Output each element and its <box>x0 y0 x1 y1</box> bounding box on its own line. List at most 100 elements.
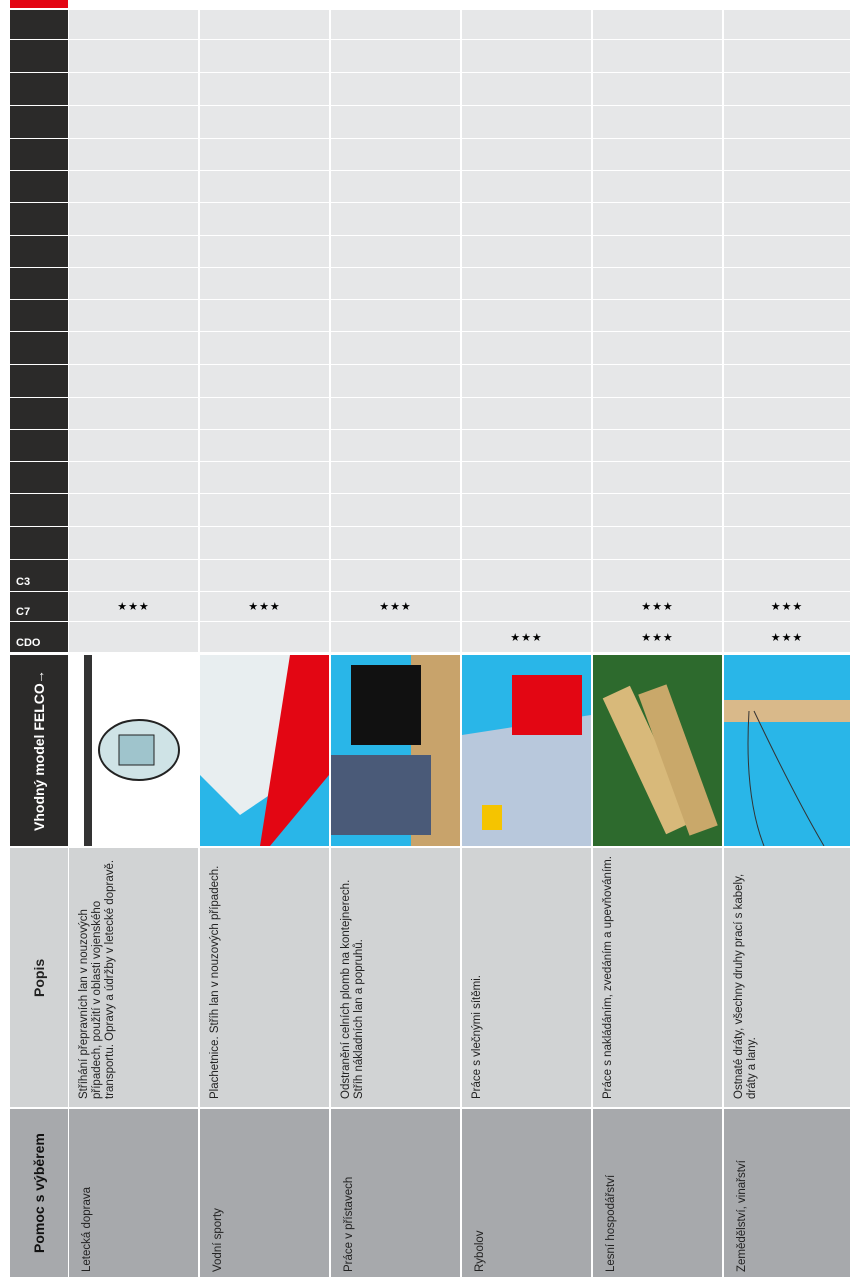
row-header <box>10 430 68 461</box>
grid-cell <box>593 203 722 235</box>
red-tab <box>10 0 68 8</box>
grid-cell <box>724 10 850 39</box>
grid-cell <box>331 332 460 364</box>
grid-cell <box>593 527 722 559</box>
row-header: C3 <box>10 560 68 591</box>
grid-cell <box>724 527 850 559</box>
grid-cell <box>331 430 460 461</box>
description: Stříhání přepravních lan v nouzových pří… <box>69 848 198 1107</box>
grid-cell <box>69 203 198 235</box>
grid-cell <box>724 494 850 526</box>
grid-cell <box>593 268 722 299</box>
grid-cell <box>593 398 722 429</box>
grid-cell <box>69 430 198 461</box>
grid-cell <box>593 365 722 397</box>
grid-cell <box>462 203 591 235</box>
grid-cell <box>200 527 329 559</box>
grid-cell <box>331 171 460 202</box>
category: Letecká doprava <box>69 1109 198 1277</box>
category: Lesní hospodářství <box>593 1109 722 1277</box>
grid-cell <box>462 139 591 170</box>
illustration-forestry <box>593 655 722 846</box>
grid-cell <box>462 494 591 526</box>
grid-cell <box>69 398 198 429</box>
illustration-harbour <box>331 655 460 846</box>
row-header <box>10 10 68 39</box>
grid-cell <box>331 365 460 397</box>
rating: ★★★ <box>724 622 850 652</box>
grid-cell <box>200 300 329 331</box>
grid-cell <box>724 398 850 429</box>
grid-cell <box>462 462 591 493</box>
rating: ★★★ <box>724 592 850 621</box>
description: Ostnaté dráty, všechny druhy prací s kab… <box>724 848 850 1107</box>
grid-cell <box>331 236 460 267</box>
grid-cell <box>593 430 722 461</box>
description: Práce s vlečnými sítěmi. <box>462 848 591 1107</box>
category: Rybolov <box>462 1109 591 1277</box>
grid-cell <box>724 171 850 202</box>
grid-cell <box>462 560 591 591</box>
grid-cell <box>200 560 329 591</box>
grid-cell <box>200 139 329 170</box>
grid-cell <box>200 203 329 235</box>
row-header: C7 <box>10 592 68 621</box>
grid-cell <box>69 40 198 72</box>
grid-cell <box>462 40 591 72</box>
grid-cell <box>69 527 198 559</box>
illustration-sailing <box>200 655 329 846</box>
grid-cell <box>462 365 591 397</box>
grid-cell <box>462 592 591 621</box>
grid-cell <box>200 10 329 39</box>
grid-cell <box>593 171 722 202</box>
grid-cell <box>69 560 198 591</box>
row-header <box>10 332 68 364</box>
row-header <box>10 300 68 331</box>
grid-cell <box>331 398 460 429</box>
grid-cell <box>331 139 460 170</box>
row-header <box>10 365 68 397</box>
grid-cell <box>724 40 850 72</box>
grid-cell <box>69 332 198 364</box>
grid-cell <box>724 106 850 138</box>
grid-cell <box>331 622 460 652</box>
grid-cell <box>331 300 460 331</box>
rating: ★★★ <box>69 592 198 621</box>
illustration-fishing <box>462 655 591 846</box>
grid-cell <box>724 236 850 267</box>
grid-cell <box>724 430 850 461</box>
grid-cell <box>462 398 591 429</box>
row-header <box>10 40 68 72</box>
grid-cell <box>331 494 460 526</box>
grid-cell <box>200 106 329 138</box>
grid-cell <box>200 236 329 267</box>
grid-cell <box>331 462 460 493</box>
row-header <box>10 203 68 235</box>
grid-cell <box>593 10 722 39</box>
illustration-helicopter <box>69 655 198 846</box>
illustration-agriculture <box>724 655 850 846</box>
row-header <box>10 462 68 493</box>
grid-cell <box>69 462 198 493</box>
description: Práce s nakládáním, zvedáním a upevňován… <box>593 848 722 1107</box>
grid-cell <box>69 10 198 39</box>
grid-cell <box>593 332 722 364</box>
grid-cell <box>331 73 460 105</box>
row-header <box>10 268 68 299</box>
grid-cell <box>69 494 198 526</box>
row-header <box>10 236 68 267</box>
grid-cell <box>593 462 722 493</box>
grid-cell <box>331 203 460 235</box>
grid-cell <box>200 332 329 364</box>
row-header <box>10 73 68 105</box>
rating: ★★★ <box>331 592 460 621</box>
header-model: Vhodný model FELCO <box>31 683 47 832</box>
grid-cell <box>724 462 850 493</box>
grid-cell <box>200 73 329 105</box>
row-header <box>10 139 68 170</box>
row-header <box>10 171 68 202</box>
grid-cell <box>200 40 329 72</box>
grid-cell <box>724 203 850 235</box>
grid-cell <box>462 527 591 559</box>
